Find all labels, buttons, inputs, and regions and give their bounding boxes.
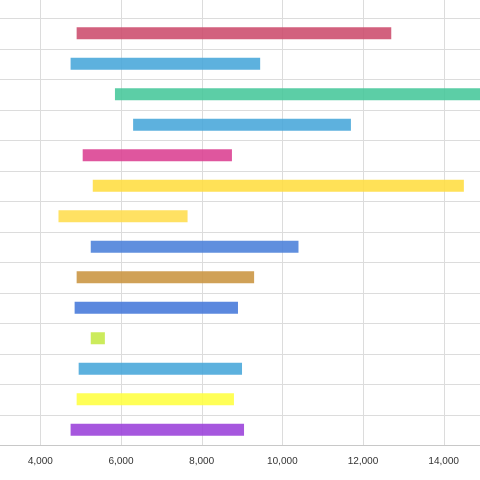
range-bar-10[interactable] — [74, 301, 238, 314]
range-bar-4[interactable] — [133, 118, 351, 131]
range-bar-13[interactable] — [76, 393, 234, 406]
vertical-gridlines — [40, 0, 445, 445]
range-bar-11[interactable] — [90, 332, 105, 345]
range-bar-12[interactable] — [78, 362, 243, 375]
x-tick-label: 4,000 — [28, 456, 53, 467]
range-bar-6[interactable] — [92, 179, 464, 192]
x-tick-label: 14,000 — [428, 456, 459, 467]
range-bar-8[interactable] — [90, 240, 299, 253]
range-bar-5[interactable] — [82, 149, 232, 162]
range-bar-9[interactable] — [76, 271, 255, 284]
range-bar-7[interactable] — [58, 210, 188, 223]
range-bar-14[interactable] — [70, 423, 245, 436]
x-tick-label: 8,000 — [189, 456, 214, 467]
range-bar-1[interactable] — [76, 27, 392, 40]
range-bar-2[interactable] — [70, 57, 261, 70]
range-bar-3[interactable] — [114, 88, 480, 101]
horizontal-gridlines — [0, 18, 480, 446]
x-tick-label: 12,000 — [348, 456, 379, 467]
x-axis-tick-labels: 4,000 6,000 8,000 10,000 12,000 14,000 — [28, 456, 460, 467]
x-tick-label: 6,000 — [108, 456, 133, 467]
x-tick-label: 10,000 — [267, 456, 298, 467]
bar-series — [58, 27, 480, 436]
